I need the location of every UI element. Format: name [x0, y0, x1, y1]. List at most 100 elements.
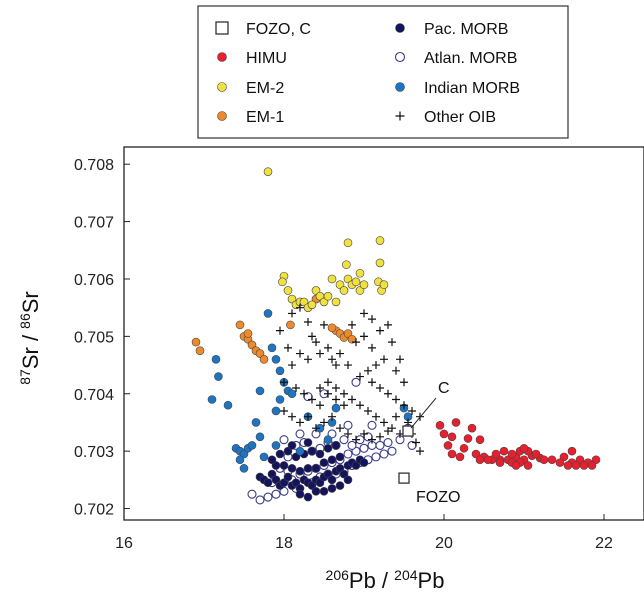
data-point-himu	[567, 446, 577, 456]
data-point-em-2	[343, 238, 353, 248]
data-point-himu	[511, 461, 521, 470]
legend-entry: Other OIB	[395, 109, 496, 126]
data-point-indian-morb	[259, 452, 269, 462]
data-point-other-oib	[292, 384, 300, 393]
data-point-himu	[555, 458, 565, 467]
data-point-himu	[439, 429, 449, 439]
data-point-other-oib	[412, 438, 420, 447]
data-point-pac-morb	[263, 478, 273, 488]
data-point-indian-morb	[247, 441, 257, 450]
annotation-fozo: FOZO	[416, 489, 460, 506]
data-point-himu	[475, 455, 485, 465]
data-point-himu	[451, 418, 461, 427]
data-point-other-oib	[376, 432, 384, 441]
legend-entry: Pac. MORB	[395, 21, 508, 38]
data-point-other-oib	[316, 384, 324, 393]
data-point-himu	[579, 461, 589, 470]
data-point-himu	[491, 449, 501, 459]
legend-entry: HIMU	[217, 50, 287, 67]
data-point-pac-morb	[303, 464, 313, 473]
data-point-indian-morb	[331, 403, 341, 413]
x-tick-label: 16	[115, 535, 133, 552]
y-tick-label: 0.706	[74, 272, 114, 289]
data-point-pac-morb	[335, 481, 345, 490]
data-point-other-oib	[304, 355, 312, 364]
data-point-indian-morb	[271, 441, 281, 450]
data-point-pac-morb	[283, 472, 293, 482]
data-point-em-1	[243, 329, 253, 338]
series-em-1	[191, 294, 357, 364]
data-point-em-2	[375, 236, 385, 245]
data-point-other-oib	[384, 389, 392, 398]
data-point-himu	[587, 461, 597, 470]
legend-entry: Atlan. MORB	[394, 50, 517, 67]
data-point-other-oib	[368, 315, 376, 324]
series-indian-morb	[207, 309, 413, 473]
data-point-himu	[563, 461, 573, 470]
data-point-other-oib	[372, 412, 380, 421]
x-tick-label: 18	[275, 535, 293, 552]
y-tick-label: 0.708	[74, 157, 114, 174]
data-point-other-oib	[336, 349, 344, 358]
series-em-2	[263, 167, 389, 312]
data-point-other-oib	[360, 332, 368, 341]
data-point-indian-morb	[275, 395, 285, 404]
data-point-other-oib	[316, 349, 324, 358]
data-point-other-oib	[320, 418, 328, 427]
data-point-other-oib	[404, 418, 412, 427]
data-point-atlan-morb	[387, 446, 397, 456]
data-point-other-oib	[364, 366, 372, 375]
data-point-pac-morb	[335, 452, 345, 462]
data-point-other-oib	[400, 378, 408, 387]
data-point-pac-morb	[303, 492, 313, 502]
data-point-em-2	[307, 300, 317, 310]
legend-entry: FOZO, C	[215, 21, 311, 38]
y-tick-label: 0.705	[74, 329, 114, 346]
legend-label: FOZO, C	[246, 21, 311, 38]
legend-label: Other OIB	[424, 109, 496, 126]
data-point-fozo-c	[398, 472, 410, 484]
x-axis-title: 206Pb / 204Pb	[326, 567, 445, 593]
data-point-other-oib	[384, 427, 392, 436]
data-point-em-2	[331, 297, 341, 307]
data-point-other-oib	[340, 389, 348, 398]
data-point-atlan-morb	[263, 492, 273, 502]
legend-label: EM-1	[246, 109, 284, 126]
data-point-atlan-morb	[371, 452, 381, 462]
data-point-other-oib	[344, 429, 352, 438]
data-point-em-2	[323, 291, 333, 301]
legend-marker	[395, 82, 405, 92]
data-point-other-oib	[352, 338, 360, 347]
data-point-other-oib	[328, 355, 336, 364]
data-point-himu	[435, 421, 445, 430]
annotation-leader	[410, 397, 437, 429]
data-point-himu	[443, 441, 453, 450]
data-point-indian-morb	[207, 395, 217, 404]
data-point-pac-morb	[327, 484, 337, 493]
data-point-other-oib	[348, 395, 356, 404]
data-point-em-2	[355, 268, 365, 278]
data-point-other-oib	[376, 384, 384, 393]
data-point-indian-morb	[239, 464, 249, 473]
data-point-fozo-c	[402, 425, 414, 437]
data-point-himu	[523, 461, 533, 470]
data-point-pac-morb	[279, 461, 289, 470]
data-point-pac-morb	[311, 464, 321, 473]
plot-frame	[123, 146, 644, 521]
legend-marker	[215, 21, 229, 35]
data-point-himu	[463, 434, 473, 443]
data-point-other-oib	[296, 418, 304, 427]
data-point-other-oib	[396, 355, 404, 364]
data-point-other-oib	[384, 320, 392, 329]
data-point-other-oib	[284, 343, 292, 352]
legend-label: EM-2	[246, 80, 284, 97]
data-point-himu	[475, 435, 485, 444]
data-point-indian-morb	[271, 406, 281, 416]
data-point-other-oib	[316, 401, 324, 410]
x-tick-label: 22	[595, 535, 613, 552]
legend-entry: EM-1	[217, 109, 284, 126]
data-point-indian-morb	[323, 435, 333, 444]
data-point-other-oib	[368, 343, 376, 352]
legend-label: Indian MORB	[424, 80, 520, 97]
